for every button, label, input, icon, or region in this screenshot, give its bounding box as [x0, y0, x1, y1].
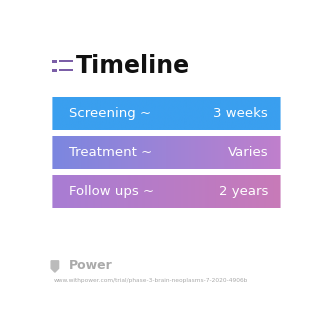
Text: Timeline: Timeline [76, 54, 190, 78]
Text: Power: Power [68, 259, 112, 272]
Bar [59, 60, 73, 62]
Text: www.withpower.com/trial/phase-3-brain-neoplasms-7-2020-4906b: www.withpower.com/trial/phase-3-brain-ne… [54, 279, 248, 284]
Text: Follow ups ~: Follow ups ~ [68, 185, 154, 198]
Polygon shape [51, 261, 59, 272]
Text: Screening ~: Screening ~ [68, 107, 151, 120]
Text: 3 weeks: 3 weeks [213, 107, 268, 120]
Bar [52, 60, 57, 63]
Bar [52, 69, 57, 72]
Text: Varies: Varies [228, 146, 268, 159]
Text: Treatment ~: Treatment ~ [68, 146, 152, 159]
Text: 2 years: 2 years [219, 185, 268, 198]
Bar [59, 69, 73, 71]
